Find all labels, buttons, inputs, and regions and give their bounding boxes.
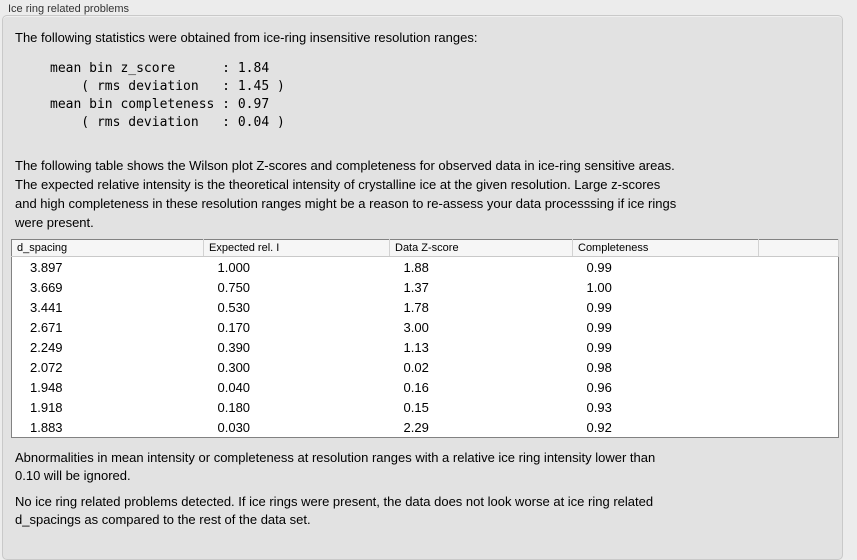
table-row[interactable]: 1.948 0.040 0.16 0.96 [12,377,839,397]
table-header-row: d_spacing Expected rel. I Data Z-score C… [11,239,839,257]
cell-d-spacing: 2.671 [30,319,63,335]
stat-line-mean-completeness: mean bin completeness : 0.97 [50,97,270,112]
cell-filler [759,357,839,377]
cell-completeness: 0.99 [586,339,612,355]
stat-line-mean-z-score: mean bin z_score : 1.84 [50,61,270,76]
cell-expected-rel-i: 0.030 [217,419,251,435]
cell-d-spacing: 2.072 [30,359,63,375]
column-header-filler [758,239,839,257]
cell-completeness: 0.99 [586,259,612,275]
cell-data-z-score: 1.78 [403,299,429,315]
ice-ring-table: d_spacing Expected rel. I Data Z-score C… [11,239,839,438]
cell-expected-rel-i: 0.750 [217,279,251,295]
cell-expected-rel-i: 0.170 [217,319,251,335]
cell-data-z-score: 2.29 [403,419,429,435]
cell-d-spacing: 1.918 [30,399,63,415]
cell-filler [759,337,839,357]
table-row[interactable]: 2.249 0.390 1.13 0.99 [12,337,839,357]
ice-ring-group-box: The following statistics were obtained f… [2,15,843,560]
text-line: The following table shows the Wilson plo… [15,158,675,173]
column-header-completeness[interactable]: Completeness [572,239,759,257]
table-row[interactable]: 1.918 0.180 0.15 0.93 [12,397,839,417]
cell-d-spacing: 3.669 [30,279,63,295]
cell-expected-rel-i: 0.530 [217,299,251,315]
column-header-expected-rel-i[interactable]: Expected rel. I [203,239,390,257]
text-line: and high completeness in these resolutio… [15,196,677,211]
text-line: d_spacings as compared to the rest of th… [15,512,311,527]
cell-expected-rel-i: 0.040 [217,379,251,395]
panel-title: Ice ring related problems [8,3,130,15]
cell-data-z-score: 1.13 [403,339,429,355]
conclusion-text: No ice ring related problems detected. I… [15,493,834,529]
cell-expected-rel-i: 0.300 [217,359,251,375]
cell-filler [759,257,839,278]
cell-d-spacing: 1.948 [30,379,63,395]
stats-intro-text: The following statistics were obtained f… [15,30,478,45]
stat-line-z-rms-deviation: ( rms deviation : 1.45 ) [50,79,285,94]
table-row[interactable]: 3.441 0.530 1.78 0.99 [12,297,839,317]
table-row[interactable]: 2.072 0.300 0.02 0.98 [12,357,839,377]
cell-filler [759,397,839,417]
column-header-d-spacing[interactable]: d_spacing [11,239,204,257]
text-line: were present. [15,215,94,230]
table-row[interactable]: 3.897 1.000 1.88 0.99 [12,257,839,278]
cell-filler [759,377,839,397]
cell-d-spacing: 3.897 [30,259,63,275]
stat-line-completeness-rms-deviation: ( rms deviation : 0.04 ) [50,115,285,130]
cell-expected-rel-i: 1.000 [217,259,251,275]
cell-completeness: 0.99 [586,319,612,335]
cell-completeness: 0.99 [586,299,612,315]
cell-completeness: 1.00 [586,279,612,295]
ignore-threshold-note: Abnormalities in mean intensity or compl… [15,449,834,485]
text-line: Abnormalities in mean intensity or compl… [15,450,656,465]
cell-completeness: 0.98 [586,359,612,375]
cell-filler [759,277,839,297]
cell-d-spacing: 1.883 [30,419,63,435]
cell-d-spacing: 3.441 [30,299,63,315]
cell-data-z-score: 1.88 [403,259,429,275]
cell-data-z-score: 0.02 [403,359,429,375]
table-row[interactable]: 1.883 0.030 2.29 0.92 [12,417,839,438]
table-description-text: The following table shows the Wilson plo… [15,156,834,232]
text-line: The expected relative intensity is the t… [15,177,661,192]
table-row[interactable]: 3.669 0.750 1.37 1.00 [12,277,839,297]
stats-summary-block: mean bin z_score : 1.84 ( rms deviation … [50,60,834,132]
column-header-data-z-score[interactable]: Data Z-score [389,239,573,257]
cell-data-z-score: 0.16 [403,379,429,395]
cell-expected-rel-i: 0.390 [217,339,251,355]
cell-data-z-score: 1.37 [403,279,429,295]
cell-d-spacing: 2.249 [30,339,63,355]
cell-completeness: 0.96 [586,379,612,395]
cell-completeness: 0.92 [586,419,612,435]
cell-filler [759,317,839,337]
cell-expected-rel-i: 0.180 [217,399,251,415]
table-row[interactable]: 2.671 0.170 3.00 0.99 [12,317,839,337]
cell-completeness: 0.93 [586,399,612,415]
text-line: 0.10 will be ignored. [15,468,131,483]
cell-filler [759,297,839,317]
text-line: No ice ring related problems detected. I… [15,494,654,509]
cell-data-z-score: 3.00 [403,319,429,335]
cell-data-z-score: 0.15 [403,399,429,415]
cell-filler [759,417,839,438]
